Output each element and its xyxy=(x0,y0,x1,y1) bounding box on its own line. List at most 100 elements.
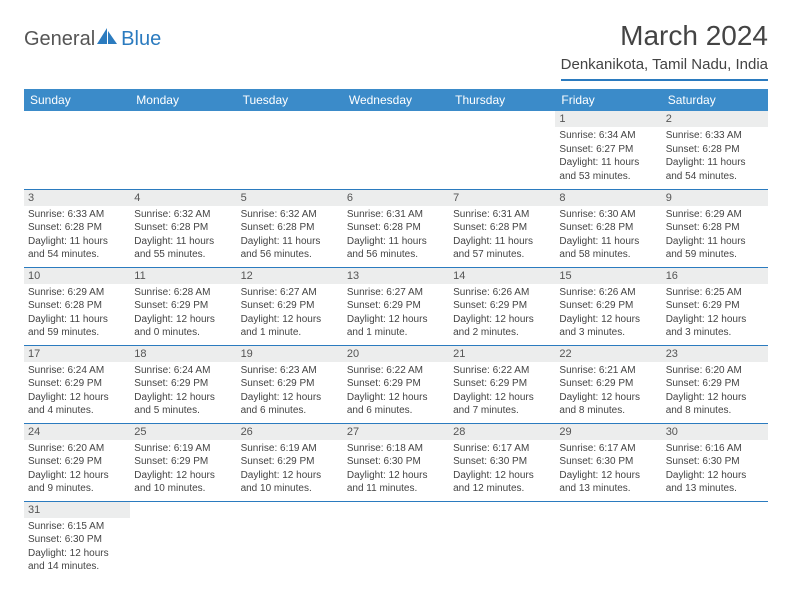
logo: General Blue xyxy=(24,28,161,51)
day-details: Sunrise: 6:33 AMSunset: 6:28 PMDaylight:… xyxy=(24,206,130,264)
day-number: 23 xyxy=(662,346,768,362)
day-number: 13 xyxy=(343,268,449,284)
calendar-day: 28Sunrise: 6:17 AMSunset: 6:30 PMDayligh… xyxy=(449,423,555,501)
day-details: Sunrise: 6:33 AMSunset: 6:28 PMDaylight:… xyxy=(662,127,768,185)
day-number: 28 xyxy=(449,424,555,440)
day-number: 19 xyxy=(237,346,343,362)
title-block: March 2024 Denkanikota, Tamil Nadu, Indi… xyxy=(561,20,768,81)
calendar-day: 18Sunrise: 6:24 AMSunset: 6:29 PMDayligh… xyxy=(130,345,236,423)
calendar-day: 26Sunrise: 6:19 AMSunset: 6:29 PMDayligh… xyxy=(237,423,343,501)
day-details: Sunrise: 6:17 AMSunset: 6:30 PMDaylight:… xyxy=(555,440,661,498)
weekday-header-row: SundayMondayTuesdayWednesdayThursdayFrid… xyxy=(24,89,768,111)
month-title: March 2024 xyxy=(561,20,768,52)
day-details: Sunrise: 6:20 AMSunset: 6:29 PMDaylight:… xyxy=(24,440,130,498)
day-details: Sunrise: 6:23 AMSunset: 6:29 PMDaylight:… xyxy=(237,362,343,420)
calendar-day: 8Sunrise: 6:30 AMSunset: 6:28 PMDaylight… xyxy=(555,189,661,267)
calendar-row: 17Sunrise: 6:24 AMSunset: 6:29 PMDayligh… xyxy=(24,345,768,423)
calendar-day: 16Sunrise: 6:25 AMSunset: 6:29 PMDayligh… xyxy=(662,267,768,345)
calendar-day: 24Sunrise: 6:20 AMSunset: 6:29 PMDayligh… xyxy=(24,423,130,501)
calendar-empty xyxy=(555,501,661,579)
calendar-row: 10Sunrise: 6:29 AMSunset: 6:28 PMDayligh… xyxy=(24,267,768,345)
calendar-empty xyxy=(130,111,236,189)
calendar-day: 1Sunrise: 6:34 AMSunset: 6:27 PMDaylight… xyxy=(555,111,661,189)
day-details: Sunrise: 6:21 AMSunset: 6:29 PMDaylight:… xyxy=(555,362,661,420)
day-number: 16 xyxy=(662,268,768,284)
calendar-day: 30Sunrise: 6:16 AMSunset: 6:30 PMDayligh… xyxy=(662,423,768,501)
day-details: Sunrise: 6:26 AMSunset: 6:29 PMDaylight:… xyxy=(555,284,661,342)
calendar-day: 6Sunrise: 6:31 AMSunset: 6:28 PMDaylight… xyxy=(343,189,449,267)
day-details: Sunrise: 6:20 AMSunset: 6:29 PMDaylight:… xyxy=(662,362,768,420)
day-number: 6 xyxy=(343,190,449,206)
calendar-empty xyxy=(237,501,343,579)
calendar-day: 20Sunrise: 6:22 AMSunset: 6:29 PMDayligh… xyxy=(343,345,449,423)
weekday-header: Saturday xyxy=(662,89,768,111)
calendar-day: 2Sunrise: 6:33 AMSunset: 6:28 PMDaylight… xyxy=(662,111,768,189)
weekday-header: Friday xyxy=(555,89,661,111)
day-number: 12 xyxy=(237,268,343,284)
calendar-row: 1Sunrise: 6:34 AMSunset: 6:27 PMDaylight… xyxy=(24,111,768,189)
calendar-empty xyxy=(343,111,449,189)
day-details: Sunrise: 6:30 AMSunset: 6:28 PMDaylight:… xyxy=(555,206,661,264)
calendar-day: 9Sunrise: 6:29 AMSunset: 6:28 PMDaylight… xyxy=(662,189,768,267)
day-details: Sunrise: 6:26 AMSunset: 6:29 PMDaylight:… xyxy=(449,284,555,342)
logo-sail-icon xyxy=(97,28,119,51)
calendar-day: 5Sunrise: 6:32 AMSunset: 6:28 PMDaylight… xyxy=(237,189,343,267)
day-details: Sunrise: 6:17 AMSunset: 6:30 PMDaylight:… xyxy=(449,440,555,498)
calendar-empty xyxy=(662,501,768,579)
day-details: Sunrise: 6:15 AMSunset: 6:30 PMDaylight:… xyxy=(24,518,130,576)
day-number: 18 xyxy=(130,346,236,362)
calendar-body: 1Sunrise: 6:34 AMSunset: 6:27 PMDaylight… xyxy=(24,111,768,579)
calendar-day: 25Sunrise: 6:19 AMSunset: 6:29 PMDayligh… xyxy=(130,423,236,501)
day-details: Sunrise: 6:22 AMSunset: 6:29 PMDaylight:… xyxy=(343,362,449,420)
day-details: Sunrise: 6:29 AMSunset: 6:28 PMDaylight:… xyxy=(662,206,768,264)
logo-text-general: General xyxy=(24,28,95,51)
day-details: Sunrise: 6:29 AMSunset: 6:28 PMDaylight:… xyxy=(24,284,130,342)
calendar-day: 29Sunrise: 6:17 AMSunset: 6:30 PMDayligh… xyxy=(555,423,661,501)
day-number: 31 xyxy=(24,502,130,518)
day-details: Sunrise: 6:31 AMSunset: 6:28 PMDaylight:… xyxy=(343,206,449,264)
day-details: Sunrise: 6:19 AMSunset: 6:29 PMDaylight:… xyxy=(237,440,343,498)
calendar-day: 10Sunrise: 6:29 AMSunset: 6:28 PMDayligh… xyxy=(24,267,130,345)
calendar-day: 27Sunrise: 6:18 AMSunset: 6:30 PMDayligh… xyxy=(343,423,449,501)
weekday-header: Thursday xyxy=(449,89,555,111)
header: General Blue March 2024 Denkanikota, Tam… xyxy=(24,20,768,81)
weekday-header: Tuesday xyxy=(237,89,343,111)
day-details: Sunrise: 6:27 AMSunset: 6:29 PMDaylight:… xyxy=(343,284,449,342)
calendar-day: 19Sunrise: 6:23 AMSunset: 6:29 PMDayligh… xyxy=(237,345,343,423)
day-details: Sunrise: 6:27 AMSunset: 6:29 PMDaylight:… xyxy=(237,284,343,342)
day-details: Sunrise: 6:19 AMSunset: 6:29 PMDaylight:… xyxy=(130,440,236,498)
day-number: 8 xyxy=(555,190,661,206)
day-number: 3 xyxy=(24,190,130,206)
day-number: 5 xyxy=(237,190,343,206)
calendar-empty xyxy=(449,111,555,189)
day-number: 10 xyxy=(24,268,130,284)
calendar-day: 22Sunrise: 6:21 AMSunset: 6:29 PMDayligh… xyxy=(555,345,661,423)
day-number: 21 xyxy=(449,346,555,362)
calendar-day: 4Sunrise: 6:32 AMSunset: 6:28 PMDaylight… xyxy=(130,189,236,267)
day-details: Sunrise: 6:31 AMSunset: 6:28 PMDaylight:… xyxy=(449,206,555,264)
calendar-day: 14Sunrise: 6:26 AMSunset: 6:29 PMDayligh… xyxy=(449,267,555,345)
day-details: Sunrise: 6:24 AMSunset: 6:29 PMDaylight:… xyxy=(130,362,236,420)
day-number: 20 xyxy=(343,346,449,362)
calendar-row: 24Sunrise: 6:20 AMSunset: 6:29 PMDayligh… xyxy=(24,423,768,501)
calendar-empty xyxy=(130,501,236,579)
calendar-day: 15Sunrise: 6:26 AMSunset: 6:29 PMDayligh… xyxy=(555,267,661,345)
calendar-day: 7Sunrise: 6:31 AMSunset: 6:28 PMDaylight… xyxy=(449,189,555,267)
day-number: 30 xyxy=(662,424,768,440)
day-number: 1 xyxy=(555,111,661,127)
day-details: Sunrise: 6:34 AMSunset: 6:27 PMDaylight:… xyxy=(555,127,661,185)
day-number: 9 xyxy=(662,190,768,206)
location-text: Denkanikota, Tamil Nadu, India xyxy=(561,56,768,81)
calendar-empty xyxy=(449,501,555,579)
weekday-header: Monday xyxy=(130,89,236,111)
calendar-empty xyxy=(237,111,343,189)
day-number: 4 xyxy=(130,190,236,206)
weekday-header: Sunday xyxy=(24,89,130,111)
day-details: Sunrise: 6:25 AMSunset: 6:29 PMDaylight:… xyxy=(662,284,768,342)
calendar-day: 13Sunrise: 6:27 AMSunset: 6:29 PMDayligh… xyxy=(343,267,449,345)
calendar-day: 12Sunrise: 6:27 AMSunset: 6:29 PMDayligh… xyxy=(237,267,343,345)
calendar-table: SundayMondayTuesdayWednesdayThursdayFrid… xyxy=(24,89,768,579)
day-number: 14 xyxy=(449,268,555,284)
day-number: 15 xyxy=(555,268,661,284)
calendar-day: 31Sunrise: 6:15 AMSunset: 6:30 PMDayligh… xyxy=(24,501,130,579)
